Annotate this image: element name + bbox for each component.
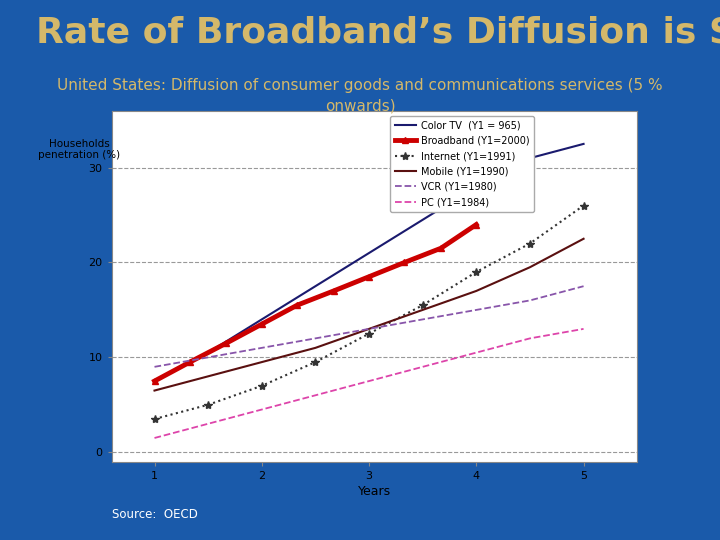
- Legend: Color TV  (Y1 = 965), Broadband (Y1=2000), Internet (Y1=1991), Mobile (Y1=1990),: Color TV (Y1 = 965), Broadband (Y1=2000)…: [390, 116, 534, 212]
- X-axis label: Years: Years: [358, 485, 391, 498]
- Text: Households
penetration (%): Households penetration (%): [38, 139, 120, 160]
- Text: Rate of Broadband’s Diffusion is Strong: Rate of Broadband’s Diffusion is Strong: [36, 16, 720, 50]
- Text: United States: Diffusion of consumer goods and communications services (5 %
onwa: United States: Diffusion of consumer goo…: [57, 78, 663, 113]
- Text: Source:  OECD: Source: OECD: [112, 508, 197, 521]
- Y-axis label: Households
penetration (%): Households penetration (%): [0, 539, 1, 540]
